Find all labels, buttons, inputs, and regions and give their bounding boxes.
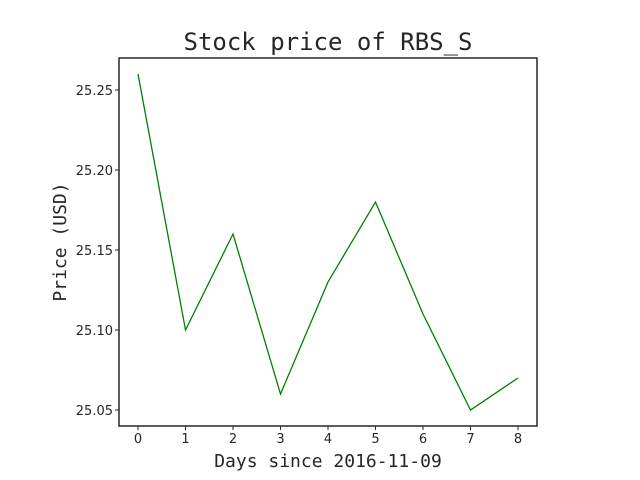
plot-area-frame bbox=[118, 57, 538, 427]
x-tick-label: 1 bbox=[181, 432, 189, 447]
y-tick-label: 25.25 bbox=[76, 84, 113, 99]
y-tick-label: 25.10 bbox=[76, 324, 113, 339]
y-tick-label: 25.15 bbox=[76, 244, 113, 259]
x-tick-label: 3 bbox=[276, 432, 284, 447]
x-tick-label: 2 bbox=[229, 432, 237, 447]
y-axis: 25.05 25.10 25.15 25.20 25.25 bbox=[76, 84, 119, 419]
price-series-line bbox=[137, 73, 519, 411]
y-tick-label: 25.20 bbox=[76, 164, 113, 179]
x-tick-label: 7 bbox=[466, 432, 474, 447]
x-tick-label: 4 bbox=[324, 432, 332, 447]
y-tick-label: 25.05 bbox=[76, 404, 113, 419]
x-tick-label: 5 bbox=[371, 432, 379, 447]
x-axis: 0 1 2 3 4 5 6 7 8 bbox=[134, 426, 522, 447]
x-tick-label: 8 bbox=[514, 432, 522, 447]
x-axis-label: Days since 2016-11-09 bbox=[214, 451, 442, 472]
series-layer bbox=[137, 73, 519, 411]
y-axis-label: Price (USD) bbox=[50, 182, 71, 301]
x-tick-label: 6 bbox=[419, 432, 427, 447]
x-tick-label: 0 bbox=[134, 432, 142, 447]
chart-title: Stock price of RBS_S bbox=[184, 28, 473, 56]
